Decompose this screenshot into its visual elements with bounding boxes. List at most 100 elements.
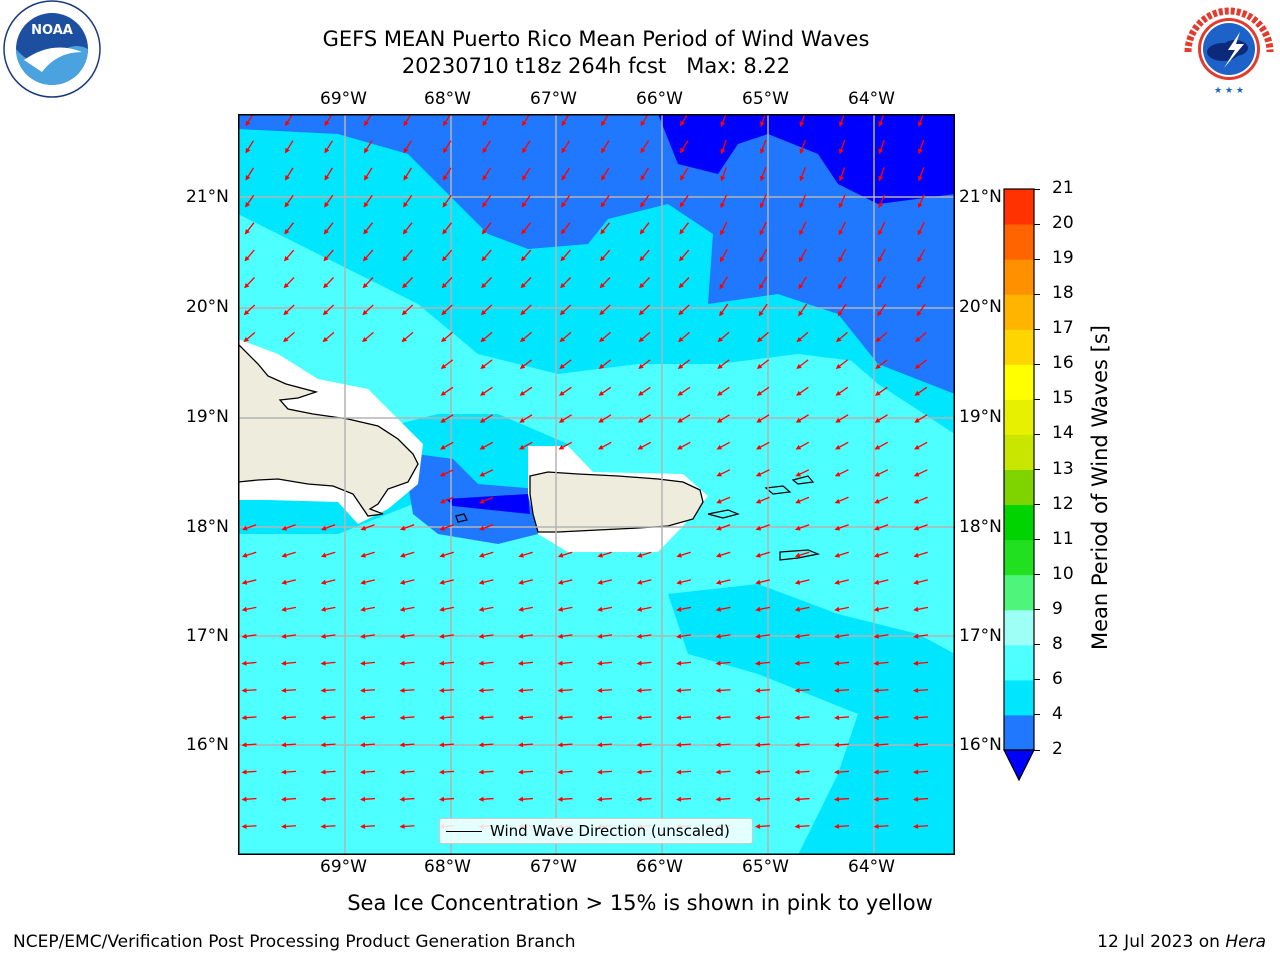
wind-wave-arrowhead — [324, 147, 330, 154]
wind-wave-arrowhead — [320, 633, 326, 639]
wind-wave-arrowhead — [478, 769, 484, 775]
wind-wave-arrowhead — [795, 525, 801, 531]
wind-wave-arrowhead — [281, 824, 287, 829]
wind-wave-arrowhead — [322, 310, 329, 316]
wind-wave-arrowhead — [913, 769, 919, 775]
lat-label: 19°N — [959, 407, 1002, 427]
wind-wave-arrowhead — [715, 769, 721, 775]
map-legend: Wind Wave Direction (unscaled) — [439, 818, 753, 844]
wind-wave-arrowhead — [281, 552, 287, 558]
wind-wave-arrowhead — [873, 796, 879, 802]
wind-wave-arrowhead — [320, 796, 326, 802]
wind-wave-arrowhead — [557, 769, 563, 775]
wind-wave-arrowhead — [676, 579, 682, 585]
colorbar-tick-mark — [1034, 574, 1040, 576]
colorbar-tick-label: 15 — [1052, 388, 1074, 409]
wind-wave-arrowhead — [913, 633, 919, 639]
wind-wave-arrowhead — [599, 283, 605, 289]
wind-wave-arrowhead — [834, 525, 841, 531]
colorbar-segment — [1004, 259, 1034, 295]
wind-wave-arrowhead — [875, 363, 881, 369]
wind-wave-arrowhead — [360, 688, 366, 693]
wind-wave-arrowhead — [636, 633, 642, 639]
wind-wave-arrowhead — [241, 824, 247, 829]
wind-wave-arrowhead — [679, 202, 685, 208]
wind-wave-arrowhead — [759, 229, 765, 236]
colorbar-segment — [1004, 574, 1034, 611]
wind-wave-arrowhead — [600, 256, 606, 262]
wind-wave-arrowhead — [917, 202, 923, 209]
wind-wave-arrowhead — [755, 769, 761, 775]
wind-wave-arrowhead — [480, 310, 487, 316]
wind-wave-arrowhead — [480, 337, 486, 343]
wind-wave-arrowhead — [320, 769, 326, 775]
wind-wave-arrowhead — [680, 175, 685, 181]
wind-wave-arrowhead — [399, 688, 405, 693]
wind-wave-arrowhead — [440, 444, 446, 450]
legend-line-icon — [446, 831, 482, 832]
wind-wave-arrowhead — [403, 202, 408, 208]
colorbar-segment — [1004, 679, 1034, 716]
wind-wave-arrowhead — [520, 283, 526, 289]
wind-wave-arrowhead — [597, 633, 603, 639]
wind-wave-arrowhead — [518, 633, 524, 639]
wind-wave-arrowhead — [755, 660, 761, 666]
colorbar-segment — [1004, 399, 1034, 435]
colorbar-tick-mark — [1034, 293, 1040, 295]
wind-wave-arrowhead — [720, 121, 726, 127]
wind-wave-arrowhead — [241, 633, 247, 639]
wind-wave-arrowhead — [836, 337, 842, 343]
wind-wave-arrowhead — [518, 796, 524, 802]
wind-wave-arrowhead — [518, 742, 524, 748]
chart-subtitle: 20230710 t18z 264h fcst Max: 8.22 — [401, 54, 791, 78]
colorbar-tick-label: 12 — [1052, 493, 1074, 514]
wind-wave-arrowhead — [241, 715, 247, 721]
lon-label: 69°W — [320, 89, 367, 109]
wind-wave-arrowhead — [479, 525, 485, 531]
wind-wave-arrowhead — [638, 337, 644, 343]
wind-wave-arrowhead — [839, 121, 844, 127]
wind-wave-arrowhead — [557, 579, 564, 585]
wind-wave-arrowhead — [799, 121, 805, 127]
wind-wave-arrowhead — [360, 742, 366, 748]
wind-wave-arrowhead — [640, 120, 646, 127]
wind-wave-arrowhead — [478, 688, 484, 693]
wind-wave-arrowhead — [638, 390, 644, 396]
lat-label: 19°N — [186, 407, 229, 427]
colorbar-segment — [1004, 644, 1034, 681]
wind-wave-arrowhead — [281, 688, 287, 693]
wind-wave-arrowhead — [676, 552, 682, 558]
colorbar-tick-label: 10 — [1052, 563, 1074, 584]
wind-wave-arrowhead — [401, 337, 407, 343]
wind-wave-arrowhead — [403, 175, 409, 181]
wind-wave-arrowhead — [795, 498, 801, 504]
wind-wave-arrowhead — [360, 824, 366, 829]
wind-wave-arrowhead — [877, 283, 883, 290]
lat-label: 17°N — [959, 626, 1002, 646]
wind-wave-arrowhead — [914, 417, 920, 423]
wind-wave-arrowhead — [835, 363, 842, 369]
wind-wave-arrowhead — [284, 256, 290, 262]
wind-wave-arrowhead — [913, 525, 920, 531]
wind-wave-arrowhead — [597, 579, 603, 585]
wind-wave-arrowhead — [915, 337, 921, 343]
wind-wave-arrowhead — [363, 229, 369, 235]
wind-wave-arrowhead — [636, 660, 642, 666]
wind-wave-arrowhead — [715, 660, 721, 666]
wind-wave-arrowhead — [439, 552, 445, 558]
wind-wave-arrowhead — [755, 715, 761, 721]
wind-wave-arrowhead — [557, 633, 563, 639]
wind-wave-arrowhead — [798, 310, 804, 317]
wind-wave-arrowhead — [362, 310, 368, 316]
wind-wave-arrowhead — [439, 796, 445, 802]
wind-wave-arrowhead — [796, 363, 802, 369]
wind-wave-arrowhead — [243, 337, 249, 343]
wind-wave-arrowhead — [760, 121, 765, 127]
colorbar-tick-mark — [1034, 363, 1040, 365]
wind-wave-arrowhead — [834, 742, 840, 748]
wind-wave-arrowhead — [873, 552, 880, 558]
wind-wave-arrowhead — [874, 444, 881, 450]
colorbar-tick-label: 19 — [1052, 248, 1074, 269]
wind-wave-arrowhead — [281, 660, 287, 666]
colorbar-tick-mark — [1034, 258, 1040, 260]
